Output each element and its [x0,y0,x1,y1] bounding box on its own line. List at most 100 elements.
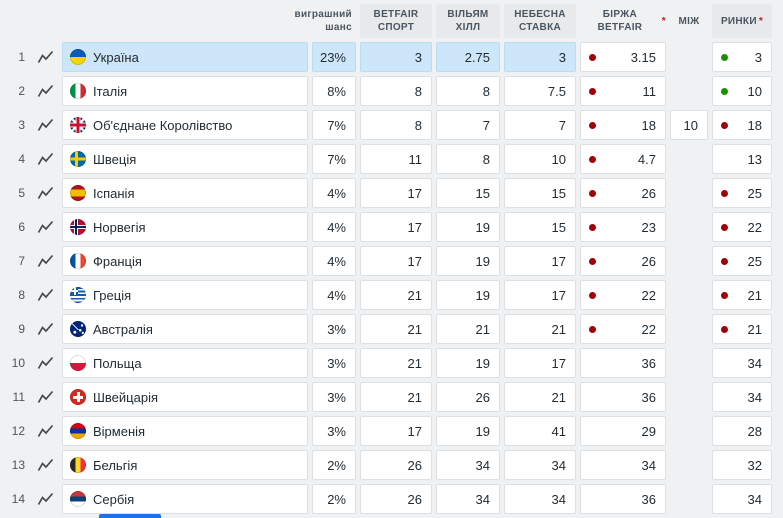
betfair-exchange-odds-cell[interactable]: 3.15 [580,42,666,72]
country-cell[interactable]: Україна [62,42,308,72]
betfair-exchange-odds-cell[interactable]: 22 [580,280,666,310]
betfair-exchange-odds-cell[interactable]: 22 [580,314,666,344]
trend-chart-icon[interactable] [32,186,58,200]
partial-blue-bar[interactable] [99,514,161,518]
markets-cell[interactable]: 22 [712,212,772,242]
trend-chart-icon[interactable] [32,390,58,404]
betfair-exchange-odds-cell[interactable]: 36 [580,484,666,514]
betfair-sport-odds-cell[interactable]: 21 [360,348,432,378]
sky-bet-odds-cell[interactable]: 15 [504,212,576,242]
betfair-exchange-odds-cell[interactable]: 26 [580,246,666,276]
markets-cell[interactable]: 34 [712,382,772,412]
markets-cell[interactable]: 25 [712,246,772,276]
trend-chart-icon[interactable] [32,424,58,438]
trend-chart-icon[interactable] [32,152,58,166]
sky-bet-odds-cell[interactable]: 15 [504,178,576,208]
betfair-exchange-odds-cell[interactable]: 36 [580,348,666,378]
william-hill-odds-cell[interactable]: 19 [436,212,500,242]
sky-bet-odds-cell[interactable]: 3 [504,42,576,72]
trend-chart-icon[interactable] [32,50,58,64]
markets-cell[interactable]: 34 [712,348,772,378]
william-hill-odds-cell[interactable]: 8 [436,144,500,174]
william-hill-odds-cell[interactable]: 19 [436,348,500,378]
header-sky-bet[interactable]: НЕБЕСНА СТАВКА [504,4,576,38]
betfair-exchange-odds-cell[interactable]: 34 [580,450,666,480]
sky-bet-odds-cell[interactable]: 10 [504,144,576,174]
william-hill-odds-cell[interactable]: 26 [436,382,500,412]
markets-cell[interactable]: 18 [712,110,772,140]
country-cell[interactable]: Вірменія [62,416,308,446]
country-cell[interactable]: Іспанія [62,178,308,208]
betfair-exchange-odds-cell[interactable]: 18 [580,110,666,140]
sky-bet-odds-cell[interactable]: 21 [504,382,576,412]
betfair-sport-odds-cell[interactable]: 17 [360,178,432,208]
william-hill-odds-cell[interactable]: 34 [436,484,500,514]
country-cell[interactable]: Італія [62,76,308,106]
country-cell[interactable]: Бельгія [62,450,308,480]
betfair-sport-odds-cell[interactable]: 26 [360,450,432,480]
betfair-sport-odds-cell[interactable]: 8 [360,110,432,140]
trend-chart-icon[interactable] [32,288,58,302]
country-cell[interactable]: Польща [62,348,308,378]
betfair-sport-odds-cell[interactable]: 17 [360,212,432,242]
betfair-sport-odds-cell[interactable]: 8 [360,76,432,106]
trend-chart-icon[interactable] [32,84,58,98]
sky-bet-odds-cell[interactable]: 17 [504,246,576,276]
betfair-sport-odds-cell[interactable]: 3 [360,42,432,72]
markets-cell[interactable]: 32 [712,450,772,480]
sky-bet-odds-cell[interactable]: 7.5 [504,76,576,106]
betfair-exchange-odds-cell[interactable]: 29 [580,416,666,446]
markets-cell[interactable]: 28 [712,416,772,446]
trend-chart-icon[interactable] [32,322,58,336]
sky-bet-odds-cell[interactable]: 41 [504,416,576,446]
sky-bet-odds-cell[interactable]: 17 [504,348,576,378]
header-betfair-sport[interactable]: BETFAIR СПОРТ [360,4,432,38]
betfair-exchange-odds-cell[interactable]: 36 [580,382,666,412]
william-hill-odds-cell[interactable]: 19 [436,246,500,276]
betfair-sport-odds-cell[interactable]: 17 [360,416,432,446]
country-cell[interactable]: Сербія [62,484,308,514]
betfair-sport-odds-cell[interactable]: 21 [360,382,432,412]
betfair-sport-odds-cell[interactable]: 26 [360,484,432,514]
william-hill-odds-cell[interactable]: 21 [436,314,500,344]
country-cell[interactable]: Швеція [62,144,308,174]
country-cell[interactable]: Швейцарія [62,382,308,412]
betfair-sport-odds-cell[interactable]: 11 [360,144,432,174]
william-hill-odds-cell[interactable]: 19 [436,416,500,446]
sky-bet-odds-cell[interactable]: 34 [504,450,576,480]
markets-cell[interactable]: 10 [712,76,772,106]
william-hill-odds-cell[interactable]: 15 [436,178,500,208]
sky-bet-odds-cell[interactable]: 17 [504,280,576,310]
trend-chart-icon[interactable] [32,118,58,132]
trend-chart-icon[interactable] [32,254,58,268]
markets-cell[interactable]: 21 [712,314,772,344]
trend-chart-icon[interactable] [32,492,58,506]
trend-chart-icon[interactable] [32,458,58,472]
sky-bet-odds-cell[interactable]: 21 [504,314,576,344]
betfair-sport-odds-cell[interactable]: 21 [360,280,432,310]
betfair-sport-odds-cell[interactable]: 17 [360,246,432,276]
betfair-exchange-odds-cell[interactable]: 4.7 [580,144,666,174]
trend-chart-icon[interactable] [32,220,58,234]
betfair-sport-odds-cell[interactable]: 21 [360,314,432,344]
william-hill-odds-cell[interactable]: 34 [436,450,500,480]
country-cell[interactable]: Франція [62,246,308,276]
country-cell[interactable]: Об'єднане Королівство [62,110,308,140]
country-cell[interactable]: Норвегія [62,212,308,242]
markets-cell[interactable]: 3 [712,42,772,72]
william-hill-odds-cell[interactable]: 7 [436,110,500,140]
william-hill-odds-cell[interactable]: 19 [436,280,500,310]
william-hill-odds-cell[interactable]: 2.75 [436,42,500,72]
betfair-exchange-odds-cell[interactable]: 11 [580,76,666,106]
betfair-exchange-odds-cell[interactable]: 23 [580,212,666,242]
country-cell[interactable]: Греція [62,280,308,310]
betfair-exchange-odds-cell[interactable]: 26 [580,178,666,208]
markets-cell[interactable]: 34 [712,484,772,514]
sky-bet-odds-cell[interactable]: 34 [504,484,576,514]
william-hill-odds-cell[interactable]: 8 [436,76,500,106]
country-cell[interactable]: Австралія [62,314,308,344]
sky-bet-odds-cell[interactable]: 7 [504,110,576,140]
markets-cell[interactable]: 25 [712,178,772,208]
markets-cell[interactable]: 21 [712,280,772,310]
markets-cell[interactable]: 13 [712,144,772,174]
